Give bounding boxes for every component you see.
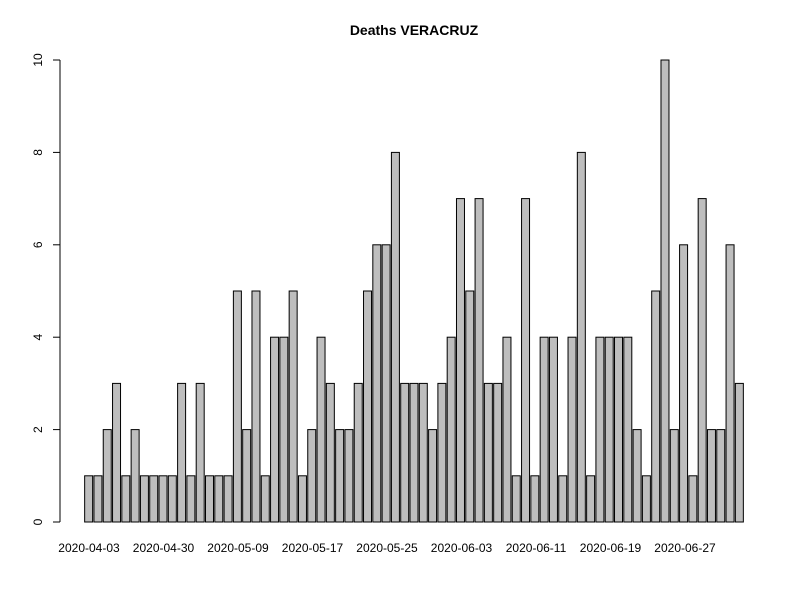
bar bbox=[204, 475, 214, 523]
bar bbox=[84, 475, 94, 523]
y-tick-label: 8 bbox=[31, 149, 45, 156]
x-tick-label: 2020-06-19 bbox=[580, 541, 642, 555]
bar bbox=[186, 475, 196, 523]
bar bbox=[595, 336, 605, 523]
bar bbox=[474, 198, 484, 523]
bar bbox=[716, 429, 726, 523]
bars bbox=[84, 59, 744, 523]
bar bbox=[539, 336, 549, 523]
bar bbox=[465, 290, 475, 523]
bar bbox=[418, 382, 428, 523]
bar bbox=[167, 475, 177, 523]
bar bbox=[214, 475, 224, 523]
bar bbox=[177, 382, 187, 523]
x-tick-label: 2020-06-27 bbox=[654, 541, 716, 555]
bar bbox=[149, 475, 159, 523]
bar bbox=[669, 429, 679, 523]
bar bbox=[409, 382, 419, 523]
bar bbox=[325, 382, 335, 523]
bar bbox=[697, 198, 707, 523]
y-tick-label: 4 bbox=[31, 334, 45, 341]
y-tick-label: 2 bbox=[31, 426, 45, 433]
bar bbox=[614, 336, 624, 523]
bar bbox=[242, 429, 252, 523]
bar bbox=[493, 382, 503, 523]
bar bbox=[93, 475, 103, 523]
x-tick-label: 2020-04-03 bbox=[58, 541, 120, 555]
bar bbox=[623, 336, 633, 523]
bar bbox=[316, 336, 326, 523]
x-axis-labels: 2020-04-03 2020-04-30 2020-05-09 2020-05-17… bbox=[58, 541, 716, 555]
bar bbox=[353, 382, 363, 523]
y-tick-label: 0 bbox=[31, 518, 45, 525]
bar bbox=[270, 336, 280, 523]
bar bbox=[139, 475, 149, 523]
bar bbox=[660, 59, 670, 523]
bar bbox=[232, 290, 242, 523]
x-tick-label: 2020-05-17 bbox=[282, 541, 344, 555]
bar bbox=[455, 198, 465, 523]
bar bbox=[604, 336, 614, 523]
bar bbox=[437, 382, 447, 523]
x-tick-label: 2020-06-11 bbox=[506, 541, 567, 555]
x-tick-label: 2020-05-09 bbox=[207, 541, 269, 555]
bar bbox=[158, 475, 168, 523]
bar bbox=[576, 151, 586, 523]
bar bbox=[641, 475, 651, 523]
bar bbox=[130, 429, 140, 523]
bar bbox=[502, 336, 512, 523]
bar bbox=[390, 151, 400, 523]
x-tick-label: 2020-06-03 bbox=[431, 541, 493, 555]
bar bbox=[428, 429, 438, 523]
bar bbox=[251, 290, 261, 523]
bar bbox=[651, 290, 661, 523]
bar bbox=[260, 475, 270, 523]
bar bbox=[400, 382, 410, 523]
bar bbox=[381, 244, 391, 523]
bar bbox=[297, 475, 307, 523]
bar bbox=[335, 429, 345, 523]
bar bbox=[102, 429, 112, 523]
bar bbox=[530, 475, 540, 523]
bar bbox=[307, 429, 317, 523]
bar bbox=[548, 336, 558, 523]
bar bbox=[195, 382, 205, 523]
bar bbox=[288, 290, 298, 523]
y-tick-label: 6 bbox=[31, 241, 45, 248]
bar bbox=[363, 290, 373, 523]
bar bbox=[344, 429, 354, 523]
bar bbox=[632, 429, 642, 523]
y-tick-label: 10 bbox=[31, 53, 45, 67]
bar bbox=[558, 475, 568, 523]
bar bbox=[521, 198, 531, 523]
bar bbox=[279, 336, 289, 523]
y-axis: 0 2 4 6 8 10 bbox=[31, 53, 61, 525]
bar bbox=[725, 244, 735, 523]
bar bbox=[121, 475, 131, 523]
bar bbox=[112, 382, 122, 523]
chart-title: Deaths VERACRUZ bbox=[350, 22, 479, 38]
x-tick-label: 2020-05-25 bbox=[356, 541, 418, 555]
x-tick-label: 2020-04-30 bbox=[133, 541, 195, 555]
bar bbox=[567, 336, 577, 523]
bar bbox=[706, 429, 716, 523]
bar bbox=[586, 475, 596, 523]
bar bbox=[734, 382, 744, 523]
bar bbox=[223, 475, 233, 523]
bar bbox=[446, 336, 456, 523]
bar bbox=[372, 244, 382, 523]
bar bbox=[511, 475, 521, 523]
bar bbox=[679, 244, 689, 523]
bar bbox=[688, 475, 698, 523]
bar bbox=[483, 382, 493, 523]
